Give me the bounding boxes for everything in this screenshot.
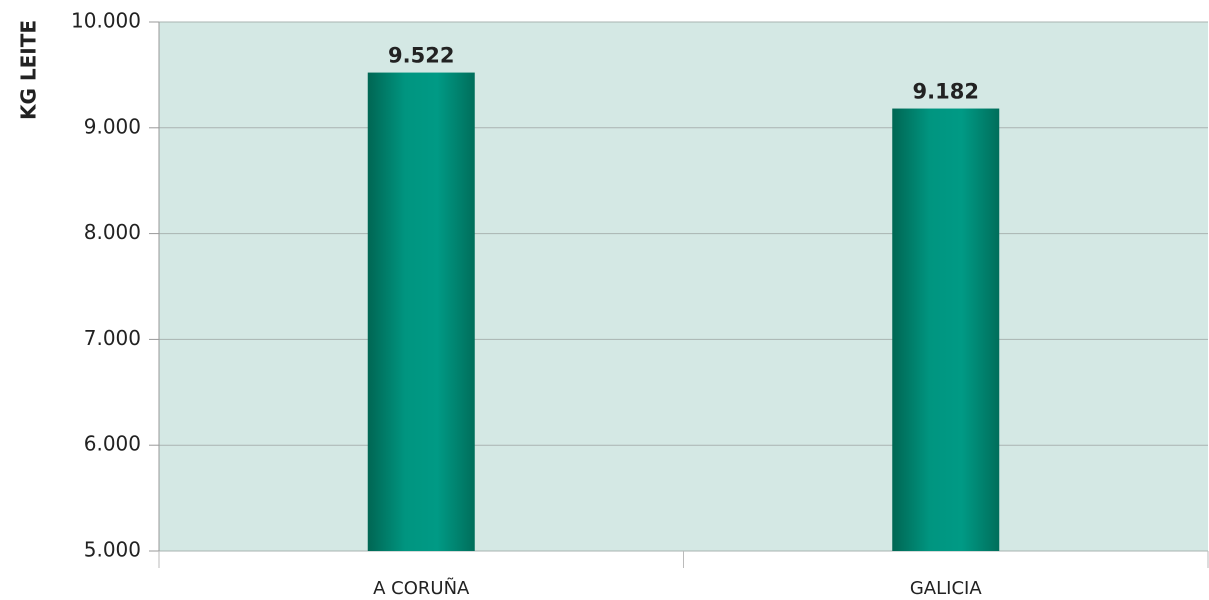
y-tick-label: 7.000 <box>84 326 141 350</box>
x-tick-label: GALICIA <box>910 578 982 599</box>
bar <box>367 72 475 552</box>
y-axis-label: KG LEITE <box>17 20 41 120</box>
x-tick-label: A CORUÑA <box>373 577 470 599</box>
value-label: 9.182 <box>913 80 979 104</box>
y-tick-label: 10.000 <box>71 9 141 33</box>
y-tick-label: 9.000 <box>84 114 141 138</box>
bar <box>892 108 1000 551</box>
plot-background <box>159 22 1208 551</box>
value-label: 9.522 <box>388 44 454 68</box>
y-tick-label: 6.000 <box>84 432 141 456</box>
y-tick-label: 5.000 <box>84 538 141 562</box>
y-tick-label: 8.000 <box>84 220 141 244</box>
